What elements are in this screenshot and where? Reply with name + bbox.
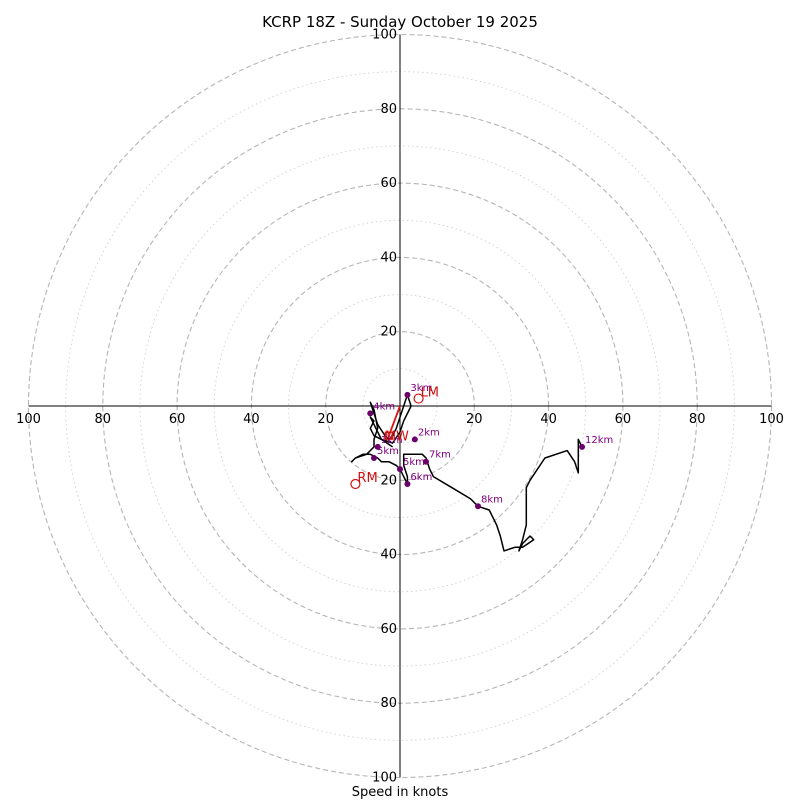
tick-label-right: 80	[689, 412, 706, 427]
storm-motion-label: LM	[421, 386, 439, 401]
height-marker-label: 12km	[585, 435, 613, 446]
height-marker-label: 2km	[418, 427, 440, 438]
tick-label-left: 100	[16, 412, 41, 427]
height-marker-label: 1km	[381, 435, 403, 446]
tick-label-bottom: 100	[372, 771, 397, 786]
storm-motion-label: RM	[357, 471, 377, 486]
tick-label-right: 20	[466, 412, 483, 427]
tick-label-bottom: 20	[380, 473, 397, 488]
tick-label-top: 40	[380, 250, 397, 265]
x-axis-label: Speed in knots	[352, 785, 449, 800]
tick-label-top: 60	[380, 176, 397, 191]
height-marker-label: 3km	[410, 383, 432, 394]
tick-label-bottom: 60	[380, 622, 397, 637]
tick-label-top: 80	[380, 102, 397, 117]
tick-label-top: 100	[372, 28, 397, 43]
tick-label-right: 40	[540, 412, 557, 427]
tick-labels: 20 20 20 20 40 40 40 40 60 60 60 60 80 80 80 80 100 100 10…	[16, 28, 784, 786]
chart-title: KCRP 18Z - Sunday October 19 2025	[262, 13, 538, 31]
tick-label-top: 20	[380, 325, 397, 340]
height-marker-label: 4km	[373, 401, 395, 412]
storm-motion-marker	[413, 393, 424, 404]
tick-label-left: 80	[95, 412, 112, 427]
shear-vector	[388, 405, 401, 437]
height-marker-dot	[370, 455, 377, 462]
height-marker-dot	[411, 436, 418, 443]
tick-label-left: 20	[317, 412, 334, 427]
height-marker-dot	[423, 458, 430, 465]
height-markers: 1km 2km 3km 4km 5km 5km 6km 7km 8km 12km	[367, 383, 613, 510]
height-marker-dot	[579, 443, 586, 450]
tick-label-left: 60	[169, 412, 186, 427]
height-marker-dot	[404, 481, 411, 488]
height-marker-dot	[397, 466, 403, 473]
storm-motion-layer: LM RM MW	[350, 386, 439, 490]
mean-wind-marker	[384, 431, 393, 440]
height-marker-label: 6km	[410, 472, 432, 483]
mean-wind-label: MW	[385, 430, 409, 445]
tick-label-left: 40	[243, 412, 260, 427]
tick-label-right: 60	[615, 412, 632, 427]
tick-label-right: 100	[759, 412, 784, 427]
height-marker-label: 7km	[429, 450, 451, 461]
storm-motion-marker	[350, 478, 361, 490]
height-marker-dot	[404, 391, 411, 398]
height-marker-dot	[367, 410, 374, 417]
height-marker-dot	[374, 443, 381, 450]
height-marker-dot	[475, 503, 482, 510]
tick-label-bottom: 40	[380, 548, 397, 563]
height-marker-label: 5km	[377, 446, 399, 457]
height-marker-label: 8km	[481, 494, 503, 505]
tick-label-bottom: 80	[380, 696, 397, 711]
height-marker-label: 5km	[403, 457, 425, 468]
